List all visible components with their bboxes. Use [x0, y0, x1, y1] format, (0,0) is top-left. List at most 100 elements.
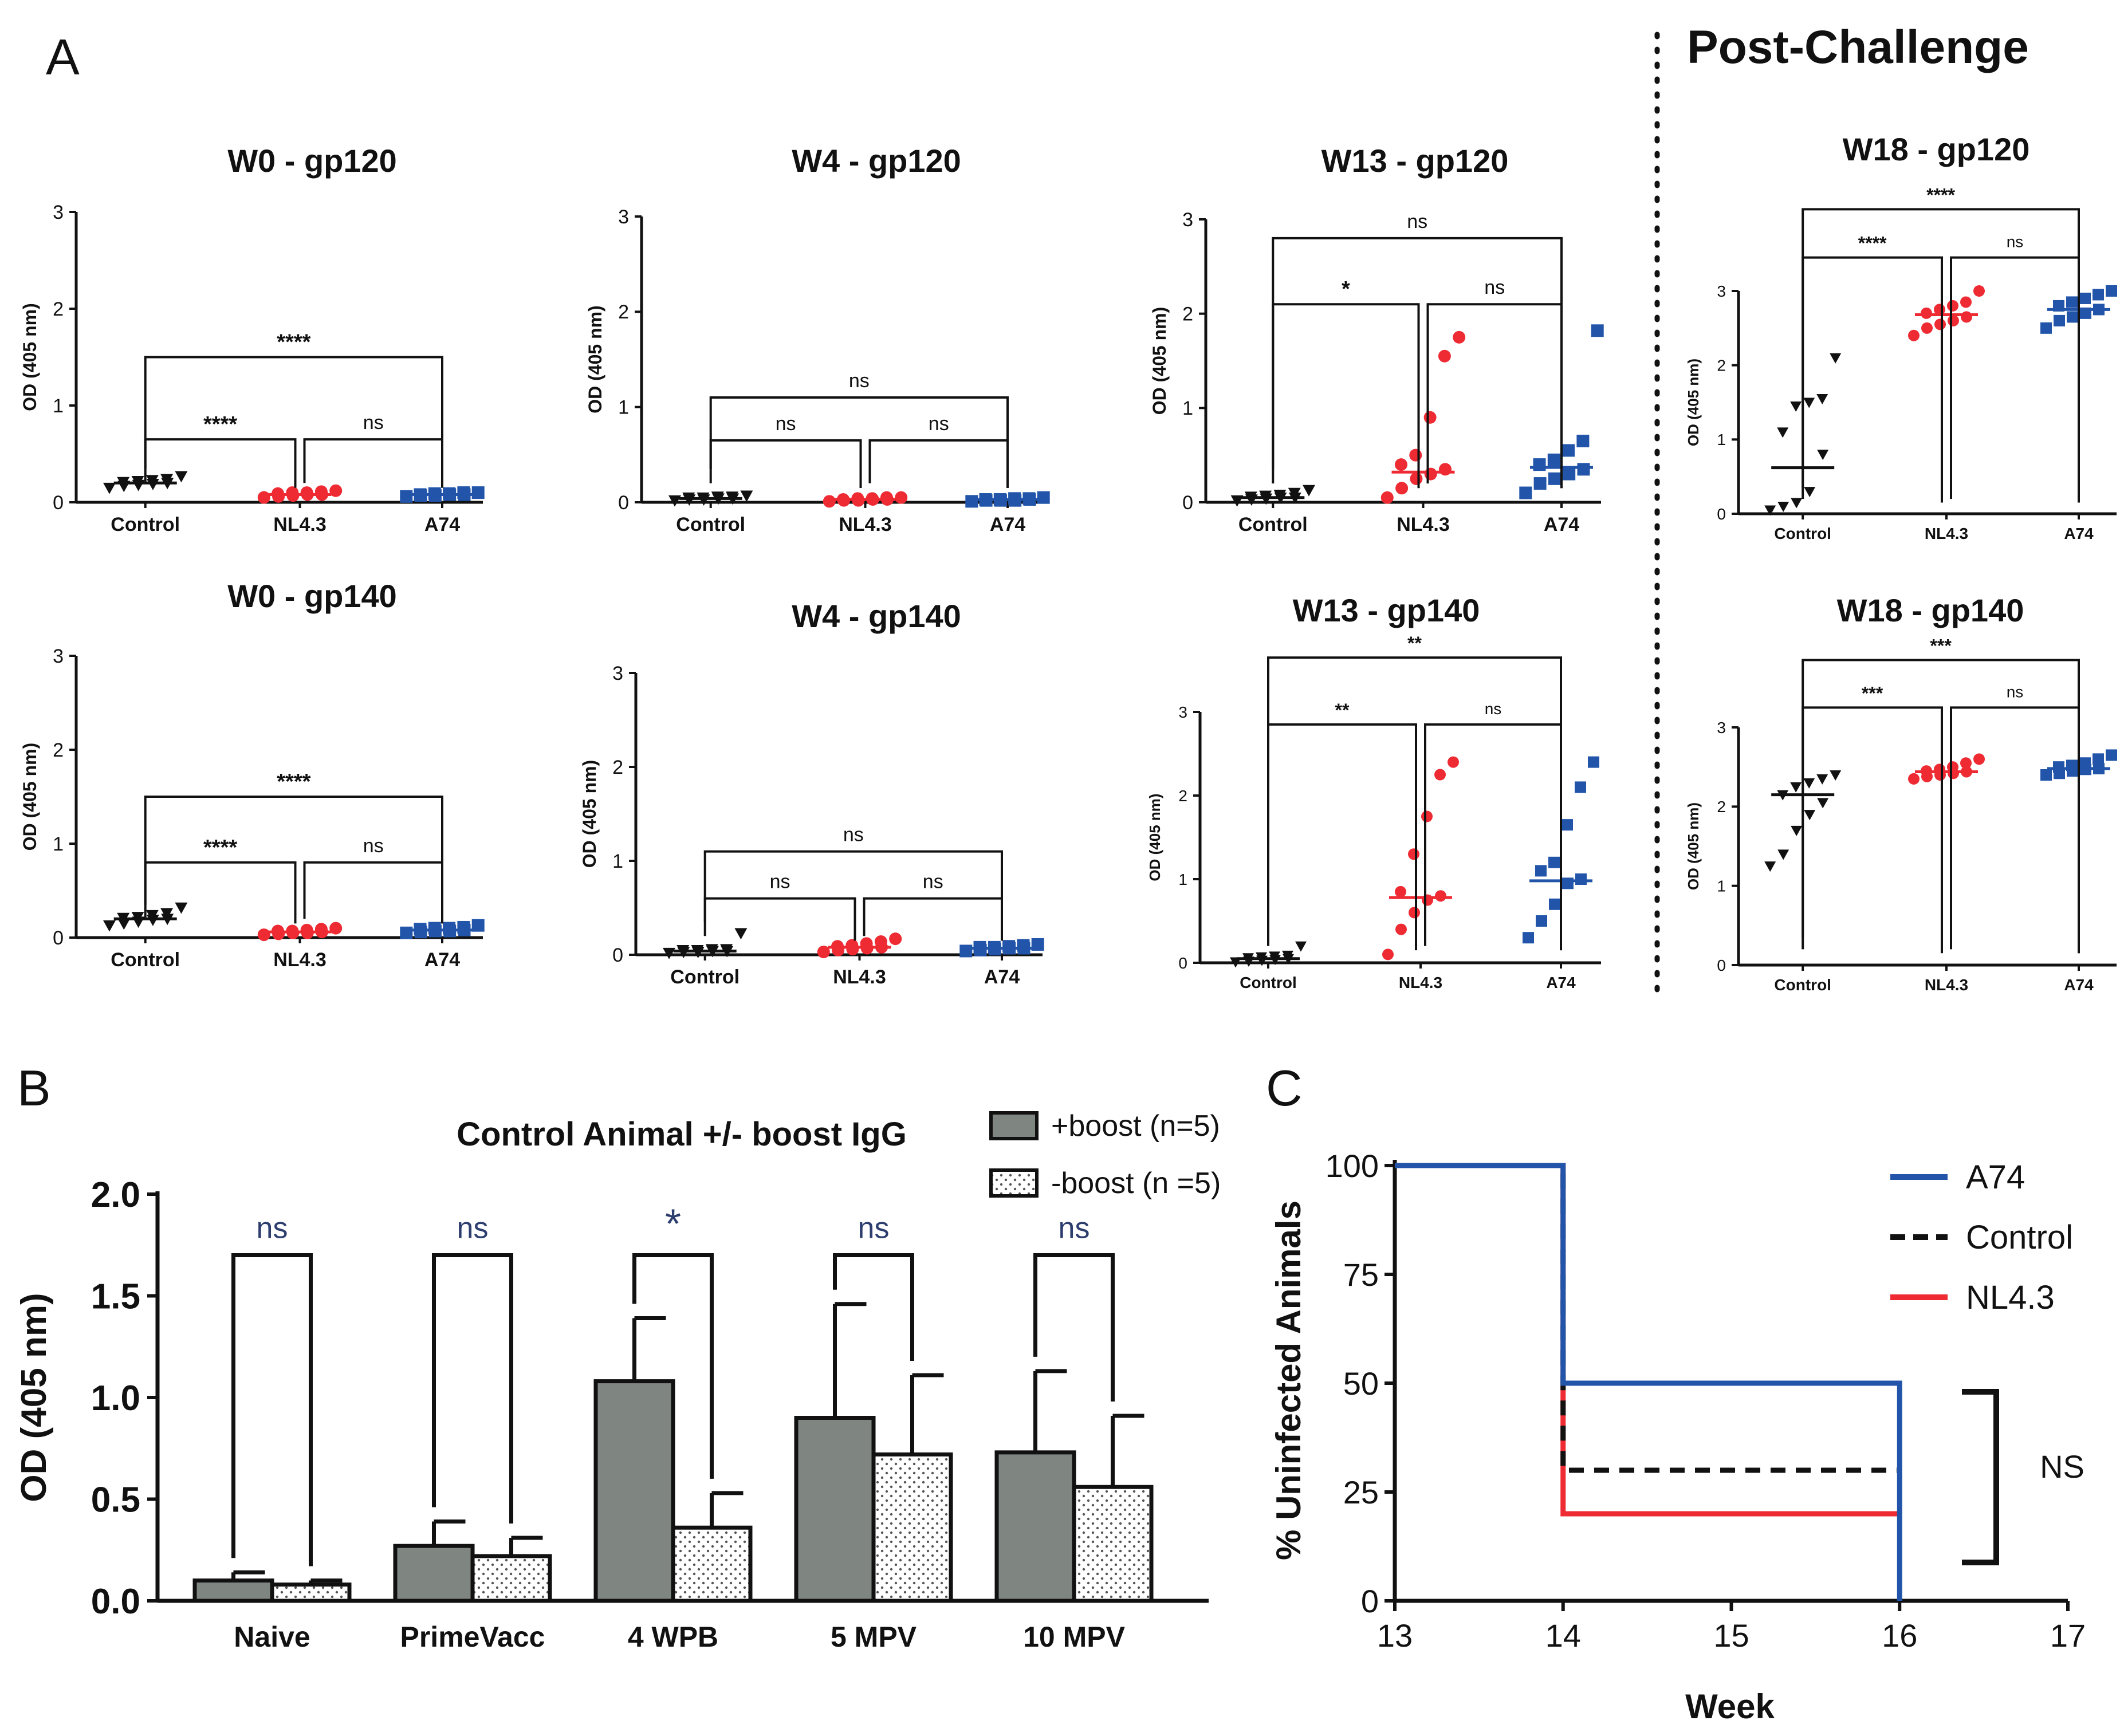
significance-label: ns — [1059, 1212, 1090, 1245]
y-tick-label: 3 — [1717, 282, 1726, 300]
y-axis-label: OD (405 nm) — [1149, 307, 1170, 415]
x-tick-label: A74 — [424, 949, 460, 971]
x-tick-label: PrimeVacc — [400, 1621, 545, 1653]
y-tick-label: 2 — [618, 301, 629, 323]
data-point-nl43 — [1921, 322, 1933, 334]
bar-minus-boost — [470, 1554, 552, 1603]
bar-plus-boost — [393, 1544, 475, 1603]
x-tick-label: A74 — [424, 514, 460, 536]
data-point-a74 — [471, 919, 485, 932]
chart-title: W18 - gp120 — [1843, 131, 2030, 167]
data-point-a74 — [457, 920, 470, 934]
y-axis-label: OD (405 nm) — [579, 760, 600, 868]
data-point-a74 — [1548, 472, 1561, 485]
data-point-nl43 — [329, 922, 343, 935]
data-point-control — [1230, 495, 1244, 507]
y-tick-label: 2 — [612, 757, 623, 778]
data-point-nl43 — [1934, 318, 1946, 330]
y-tick-label: 3 — [618, 206, 629, 228]
significance-label: ns — [2007, 233, 2024, 251]
data-point-control — [1803, 397, 1815, 408]
x-tick-label: NL4.3 — [1397, 514, 1450, 536]
y-tick-label: 1 — [618, 397, 629, 419]
data-point-nl43 — [1960, 296, 1972, 308]
y-tick-label: 3 — [1717, 719, 1726, 737]
significance-label: ** — [1335, 700, 1350, 721]
x-tick-label: A74 — [1544, 514, 1579, 536]
legend-label-a74: A74 — [1966, 1159, 2025, 1196]
significance-bracket — [709, 439, 862, 489]
legend-swatch-plus-boost — [989, 1111, 1039, 1140]
chart-title: W4 - gp120 — [792, 143, 961, 179]
data-point-nl43 — [1409, 907, 1420, 919]
significance-label: ns — [923, 871, 943, 893]
legend-label-plus-boost: +boost (n=5) — [1051, 1109, 1220, 1143]
y-tick-label: 0 — [1182, 492, 1193, 514]
data-point-a74 — [1536, 915, 1547, 927]
data-point-control — [1764, 861, 1776, 872]
data-point-nl43 — [1439, 463, 1452, 476]
data-point-a74 — [2093, 753, 2104, 765]
panel-letter-a: A — [46, 29, 80, 85]
data-point-a74 — [965, 495, 978, 508]
y-tick-label: 0 — [618, 492, 629, 514]
y-tick-label: 0 — [53, 927, 64, 949]
data-point-a74 — [400, 490, 413, 503]
data-point-nl43 — [1395, 885, 1406, 897]
bar-minus-boost — [270, 1583, 352, 1603]
data-point-control — [1269, 951, 1280, 962]
y-axis-label: OD (405 nm) — [1685, 802, 1702, 890]
y-axis-label: OD (405 nm) — [19, 303, 40, 411]
data-point-control — [1790, 401, 1802, 412]
y-tick-label: 0.5 — [91, 1481, 140, 1520]
data-point-nl43 — [257, 491, 270, 504]
significance-label: ns — [929, 413, 949, 435]
data-point-control — [1830, 770, 1842, 781]
chart-title: W13 - gp120 — [1321, 143, 1509, 179]
y-tick-label: 3 — [53, 645, 64, 667]
y-tick-label: 2 — [53, 298, 64, 320]
data-point-control — [1803, 778, 1815, 789]
data-point-control — [1817, 450, 1829, 460]
x-tick-label: Control — [670, 966, 740, 988]
significance-label: ** — [1407, 633, 1422, 654]
x-tick-label: 15 — [1713, 1617, 1749, 1654]
data-point-nl43 — [286, 486, 299, 499]
data-point-control — [175, 902, 188, 914]
bar-minus-boost — [671, 1525, 753, 1603]
significance-label: **** — [1858, 233, 1887, 254]
data-point-nl43 — [1395, 923, 1407, 935]
panel-letter-b: B — [17, 1060, 51, 1116]
x-tick-label: Control — [1240, 974, 1297, 991]
data-point-control — [145, 475, 159, 487]
significance-label: ns — [770, 871, 790, 893]
y-tick-label: 0 — [1361, 1583, 1379, 1619]
panel-letter-c: C — [1266, 1060, 1303, 1116]
chart-w18-gp120: W18 - gp120 0 1 2 3 OD (405 nm) Control NL4.3 A7… — [1685, 131, 2117, 542]
data-point-a74 — [2040, 322, 2052, 334]
chart-w0-gp120: W0 - gp120 0 1 2 3 OD (405 nm) Control NL4.3 A74… — [19, 143, 485, 536]
data-point-control — [1777, 849, 1789, 860]
chart-w0-gp140: W0 - gp140 0 1 2 3 OD (405 nm) Control NL4.3 A74… — [19, 578, 485, 971]
data-point-nl43 — [1973, 753, 1985, 765]
data-point-nl43 — [880, 491, 893, 504]
data-point-a74 — [959, 944, 973, 958]
y-tick-label: 1 — [1178, 871, 1187, 888]
significance-label: * — [1342, 277, 1350, 301]
data-point-control — [1830, 353, 1842, 364]
data-point-control — [160, 474, 174, 486]
data-point-a74 — [1563, 467, 1576, 481]
series-line-control — [1395, 1163, 1900, 1473]
data-point-a74 — [428, 922, 441, 935]
data-point-a74 — [2040, 769, 2052, 781]
data-point-control — [1295, 941, 1307, 952]
data-point-a74 — [1002, 940, 1016, 953]
data-point-control — [1303, 485, 1315, 497]
x-tick-label: A74 — [984, 966, 1020, 988]
y-axis-label: % Uninfected Animals — [1269, 1200, 1308, 1560]
data-point-a74 — [471, 486, 485, 499]
significance-bracket — [231, 1253, 313, 1566]
chart-title: W13 - gp140 — [1293, 592, 1480, 628]
significance-bracket — [303, 861, 443, 924]
significance-bracket — [144, 861, 297, 924]
